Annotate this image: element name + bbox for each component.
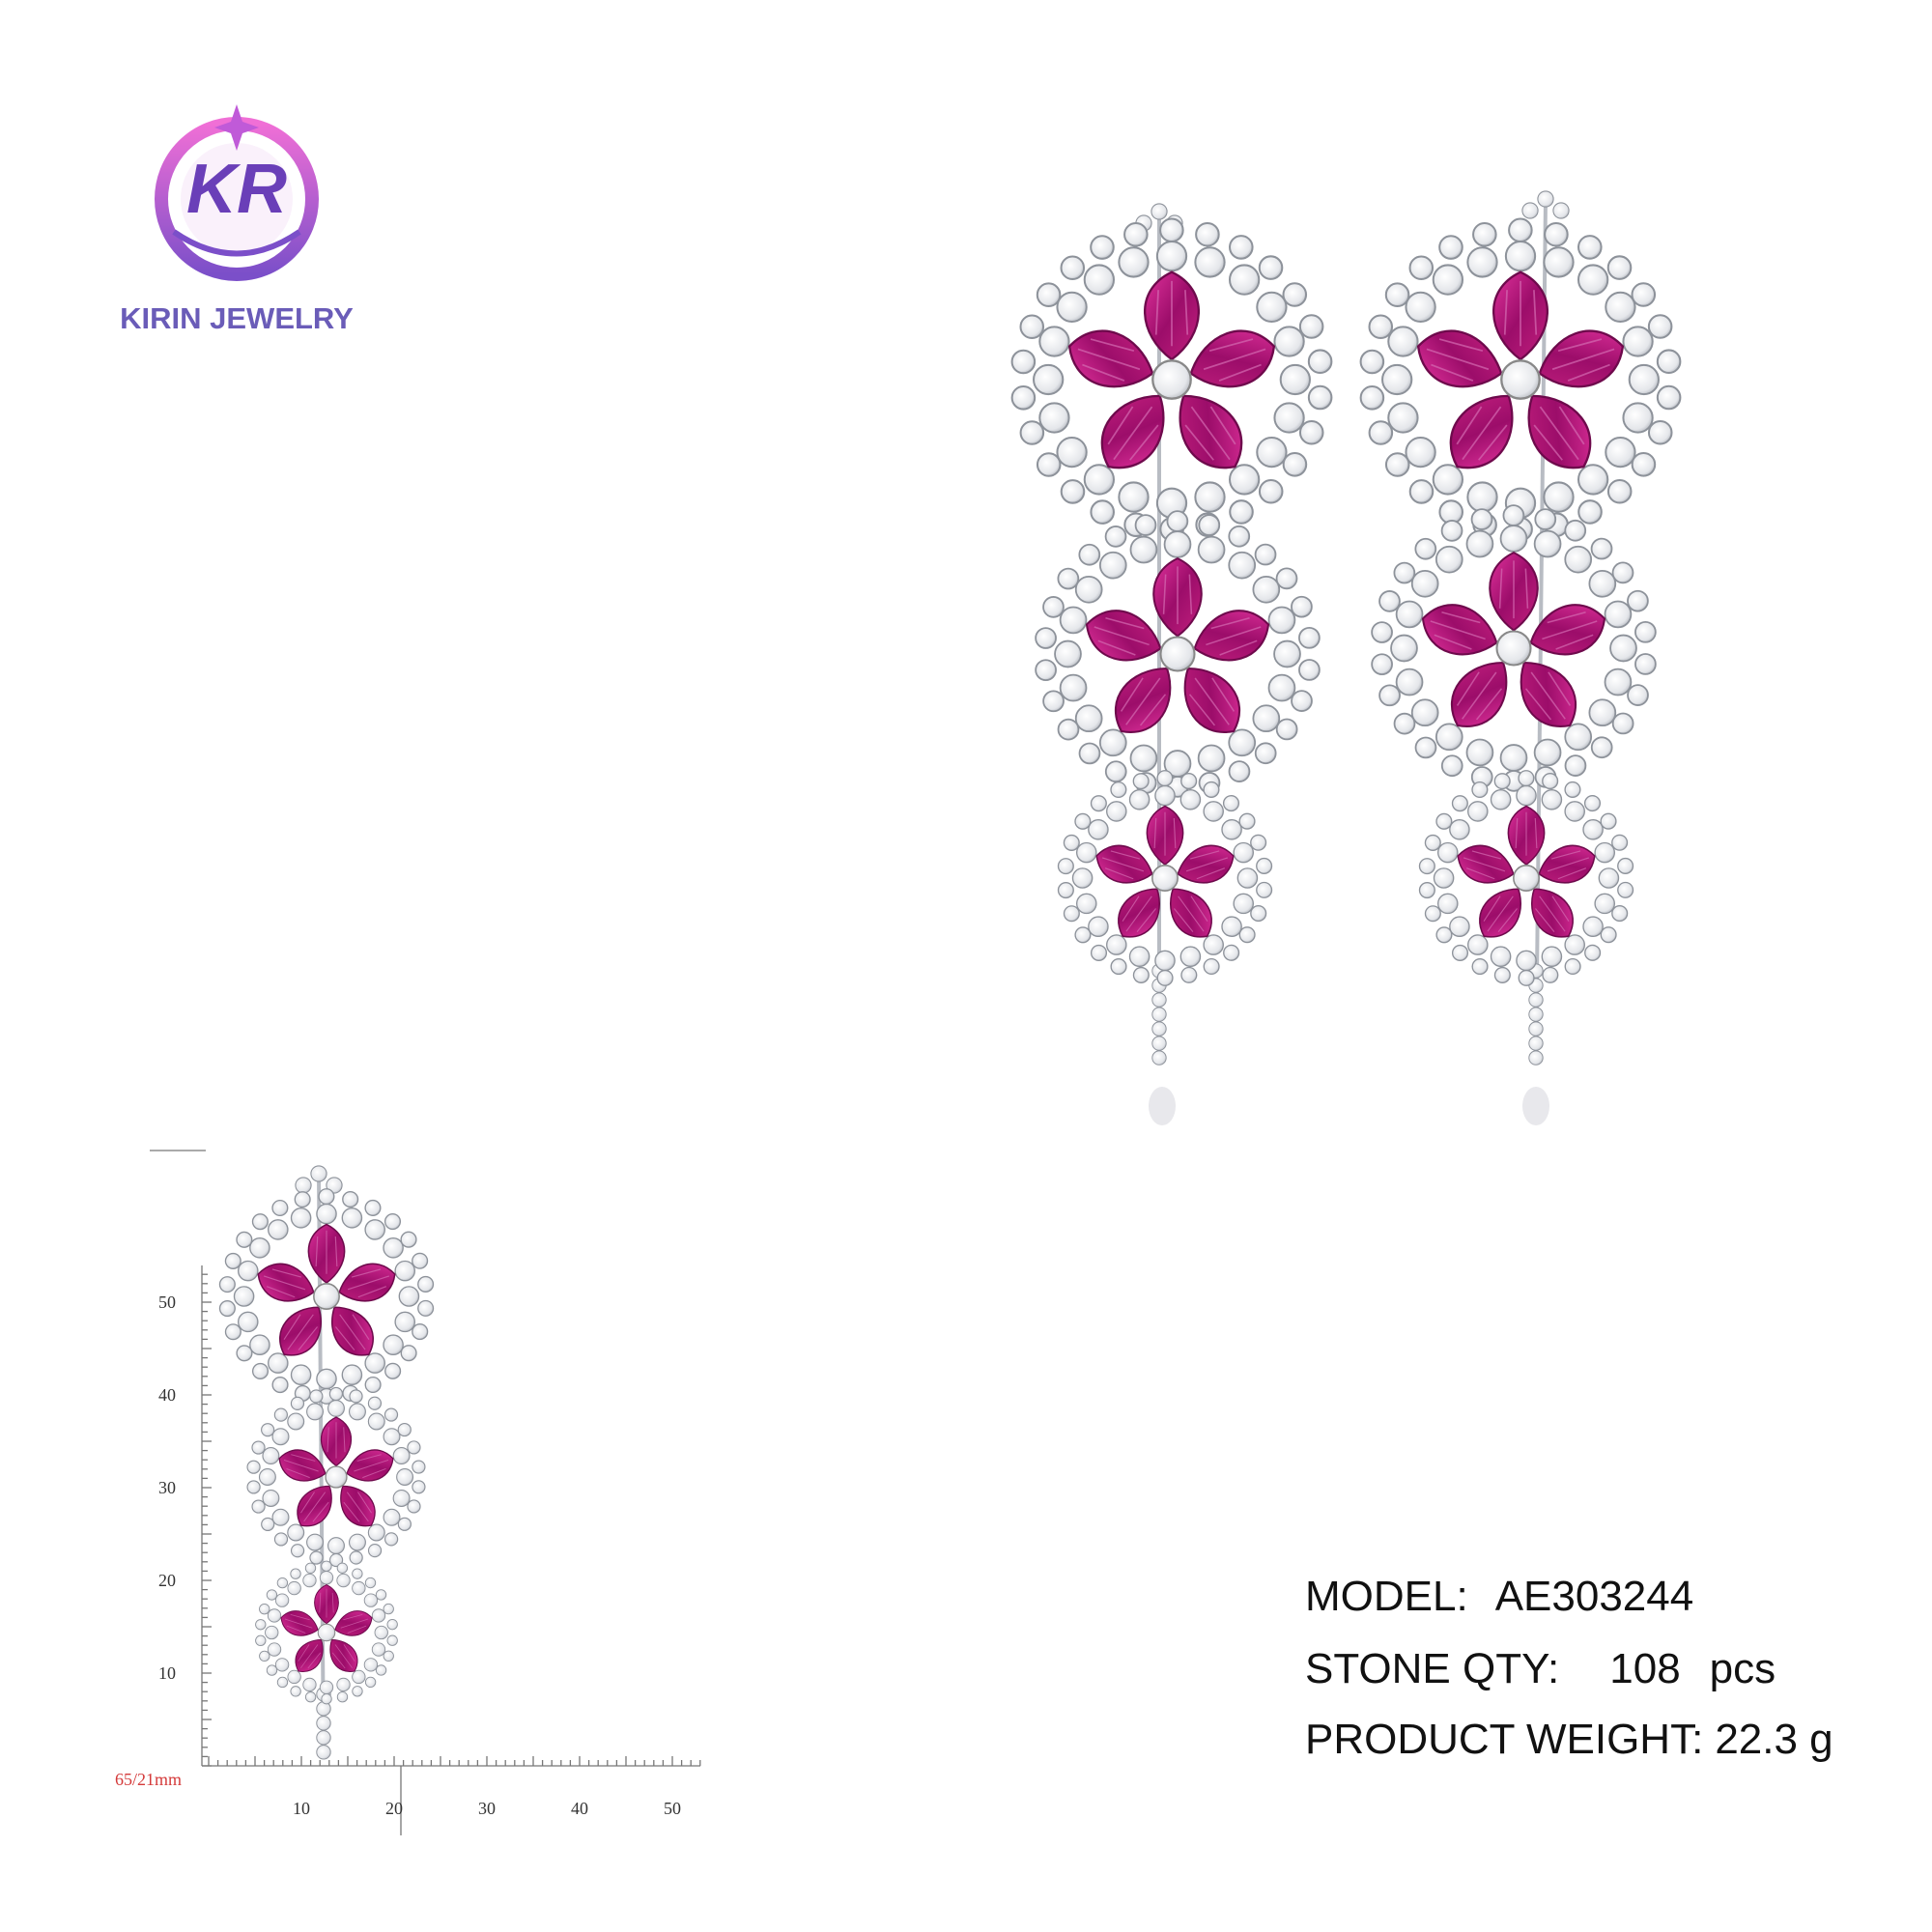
flower: [1408, 270, 1633, 484]
diamond: [316, 1745, 331, 1760]
ruler-label: 10: [158, 1663, 176, 1683]
ruler-label: 30: [478, 1799, 496, 1818]
ruler-label: 20: [158, 1571, 176, 1590]
diamond: [310, 1165, 327, 1182]
spec-row: STONE QTY: 108 pcs: [1305, 1645, 1776, 1693]
flower: [251, 1223, 402, 1366]
diamond: [1521, 202, 1539, 219]
flower: [276, 1584, 377, 1679]
spec-unit: pcs: [1709, 1645, 1776, 1692]
diamond: [1151, 203, 1168, 220]
diamond: [1151, 1021, 1167, 1037]
ruler-label: 20: [385, 1799, 403, 1818]
diamond: [1528, 1036, 1544, 1051]
diamond: [1528, 992, 1544, 1008]
diamond: [1151, 1007, 1167, 1022]
diamond: [1537, 190, 1554, 208]
diamond: [1528, 1021, 1544, 1037]
diamond: [1528, 1050, 1544, 1065]
spec-label: MODEL:: [1305, 1573, 1468, 1620]
diamond: [316, 1716, 331, 1731]
spec-value: 108: [1609, 1645, 1681, 1692]
shadow: [1522, 1087, 1549, 1125]
ruler-label: 50: [158, 1293, 176, 1312]
flower: [1414, 552, 1613, 741]
spec-value: 22.3 g: [1715, 1716, 1833, 1763]
spec-row: PRODUCT WEIGHT: 22.3 g: [1305, 1716, 1833, 1764]
logo: KR KIRIN JEWELRY: [120, 104, 354, 335]
logo-monogram: KR: [186, 151, 287, 228]
spec-value: AE303244: [1494, 1573, 1694, 1620]
brand-name: KIRIN JEWELRY: [120, 301, 354, 335]
diamond: [295, 1177, 312, 1194]
flower: [1060, 270, 1284, 484]
diamond: [1151, 1036, 1167, 1051]
flower: [1451, 805, 1602, 948]
diamond: [1552, 202, 1570, 219]
spec-label: STONE QTY:: [1305, 1645, 1560, 1692]
ruler-label: 40: [158, 1385, 176, 1405]
ruler: [150, 1150, 701, 1835]
diamond: [316, 1730, 331, 1746]
ruler-label: 30: [158, 1478, 176, 1497]
earrings: [218, 190, 1682, 1760]
ruler-label: 10: [293, 1799, 310, 1818]
diamond: [1528, 1007, 1544, 1022]
ruler-label: 50: [664, 1799, 681, 1818]
diamond: [1151, 992, 1167, 1008]
ruler-label: 40: [571, 1799, 588, 1818]
spec-row: MODEL: AE303244: [1305, 1573, 1693, 1621]
shadow: [1149, 1087, 1176, 1125]
diamond: [1151, 1050, 1167, 1065]
spec-label: PRODUCT WEIGHT:: [1305, 1716, 1704, 1763]
flower: [1090, 805, 1240, 948]
flower: [273, 1416, 399, 1535]
flower: [1078, 557, 1277, 747]
size-label: 65/21mm: [115, 1770, 182, 1789]
